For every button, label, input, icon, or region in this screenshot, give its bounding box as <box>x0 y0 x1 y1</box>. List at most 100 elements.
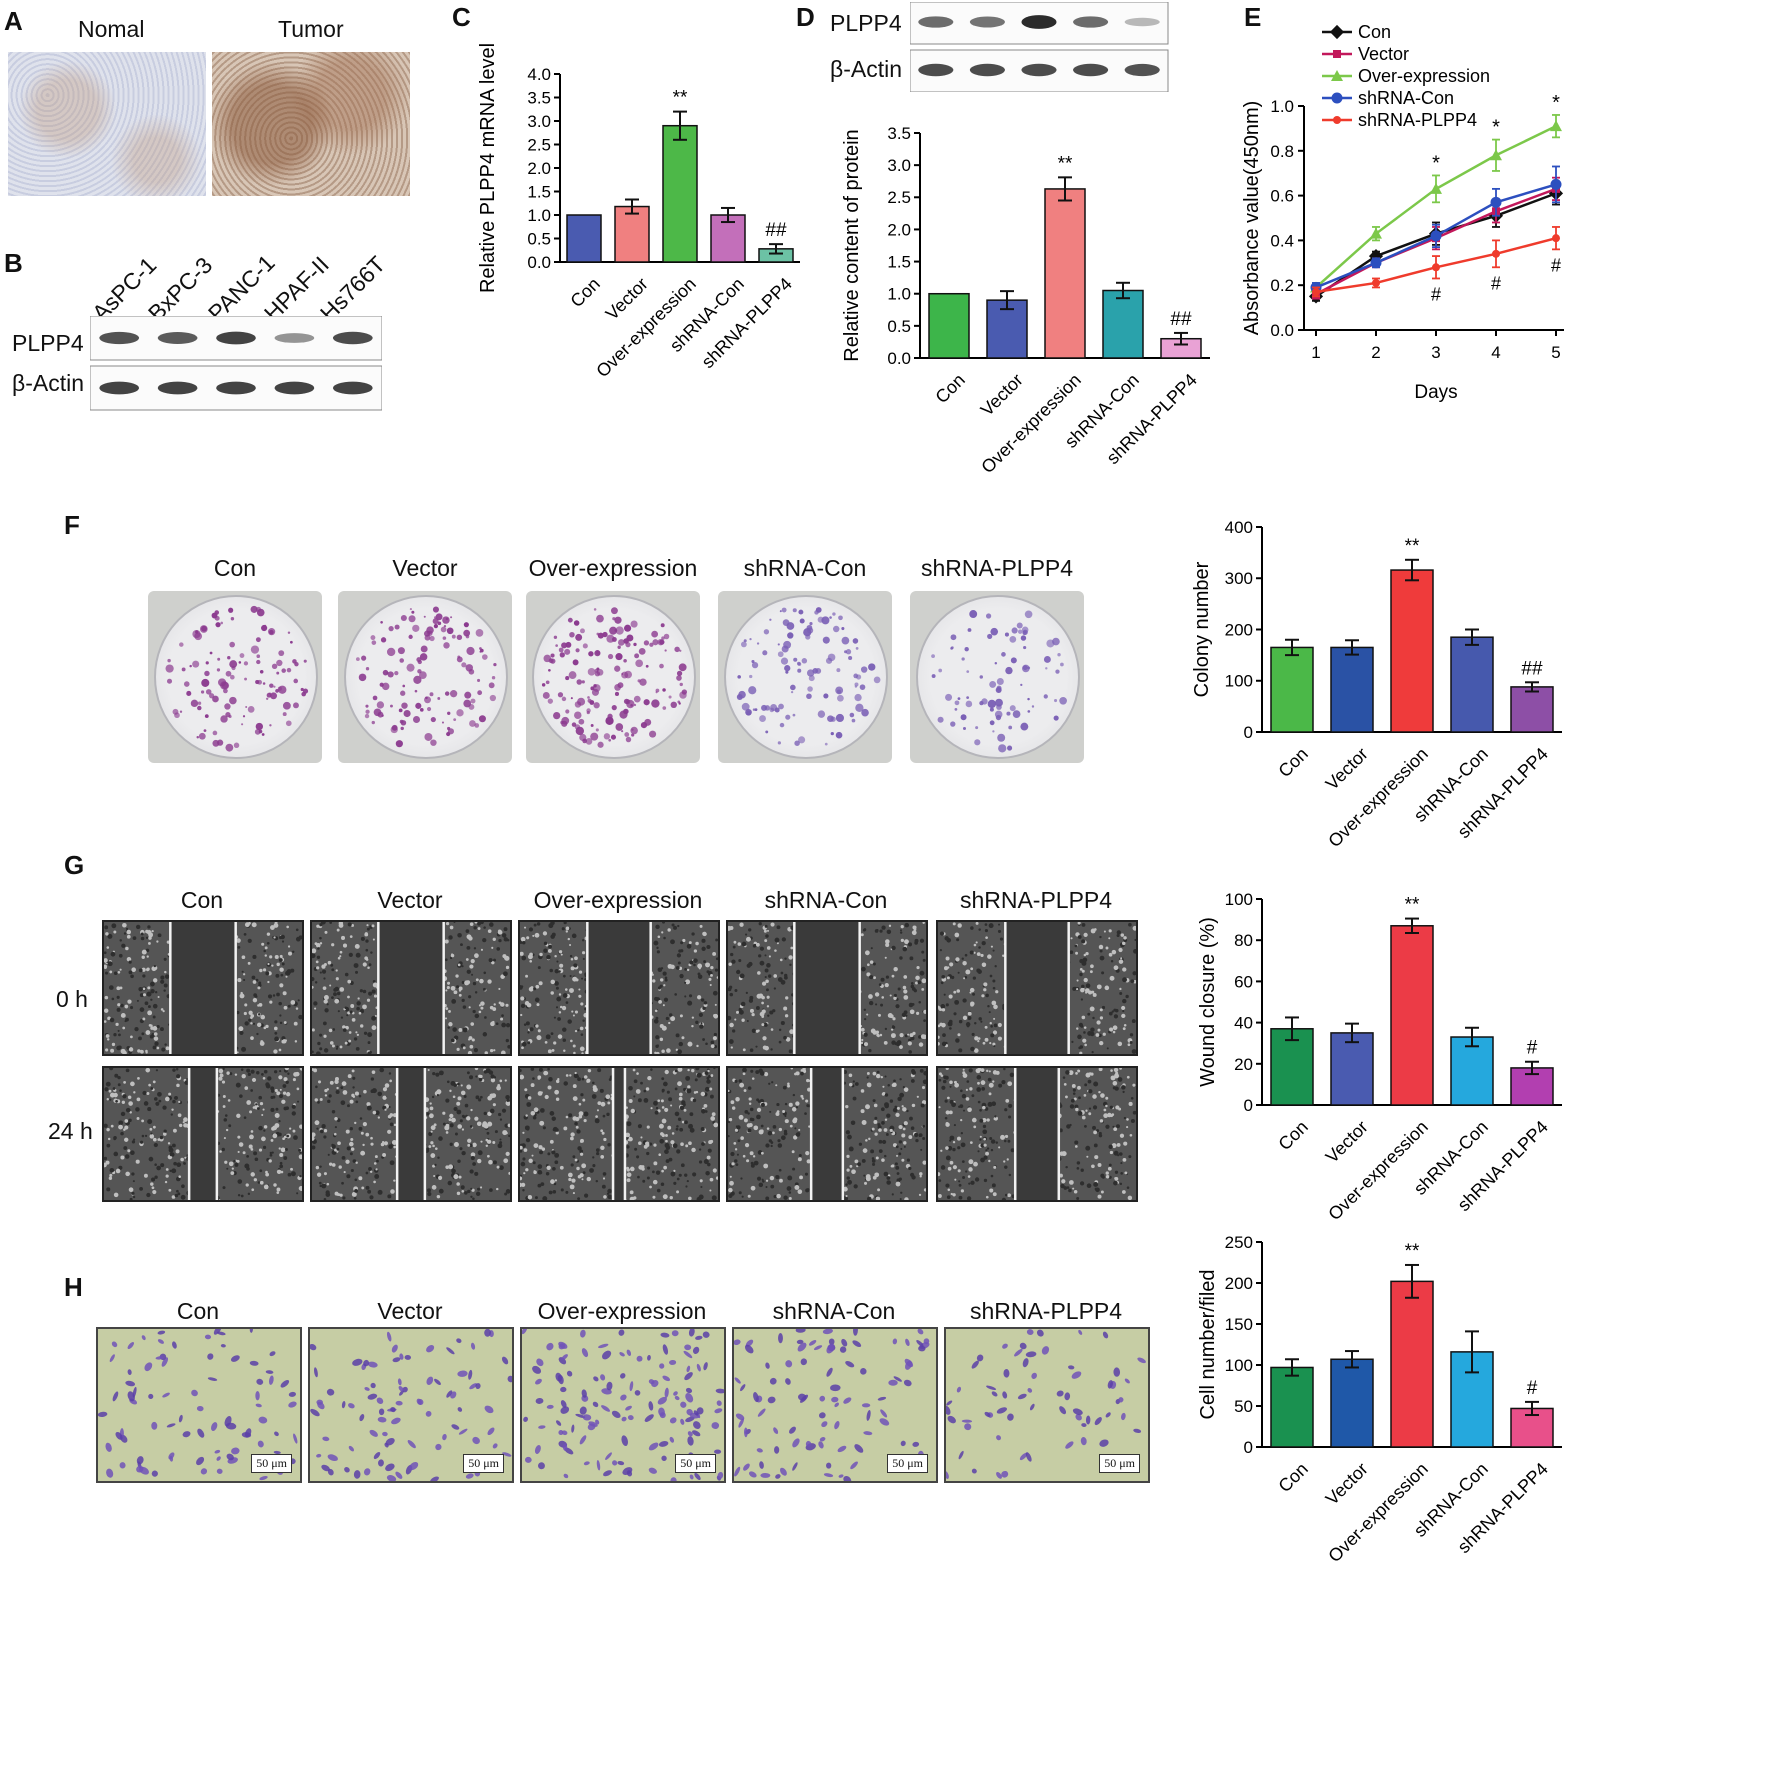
y-tick-label: 150 <box>1225 1315 1253 1334</box>
significance-mark: # <box>1527 1378 1538 1399</box>
y-tick-label: 0.6 <box>1270 187 1294 206</box>
migrated-cells <box>522 1329 724 1481</box>
colony-dish-image <box>148 591 322 763</box>
scratch-texture <box>728 1068 926 1200</box>
group-label: shRNA-PLPP4 <box>969 1298 1123 1324</box>
y-tick-label: 100 <box>1225 1356 1253 1375</box>
colony-dish-image <box>910 591 1084 763</box>
panel-label-e: E <box>1244 2 1262 32</box>
data-point <box>1550 178 1562 190</box>
legend-label: shRNA-Con <box>1358 88 1454 108</box>
migrated-cells <box>98 1329 298 1481</box>
y-tick-label: 300 <box>1225 569 1253 588</box>
group-label: shRNA-Con <box>772 1298 896 1324</box>
legend-label: shRNA-PLPP4 <box>1358 110 1477 130</box>
legend-marker <box>1333 116 1341 124</box>
colony-dish-image <box>526 591 700 763</box>
legend-marker <box>1329 24 1345 40</box>
y-axis-title: Cell number/filed <box>1197 1269 1219 1419</box>
blot-band <box>1073 16 1109 28</box>
group-label: Vector <box>377 887 443 913</box>
legend-marker <box>1333 50 1341 58</box>
panel-label-d: D <box>796 2 815 32</box>
data-point <box>1490 149 1502 161</box>
scratch-image <box>102 920 304 1056</box>
y-tick-label: 3.5 <box>527 88 551 107</box>
transwell-image: 50 μm <box>732 1327 938 1483</box>
scale-bar-label: 50 μm <box>463 1454 504 1473</box>
group-label: shRNA-Con <box>743 555 867 581</box>
panel-label-g: G <box>64 850 85 880</box>
significance-mark: # <box>1551 255 1561 275</box>
blot-band <box>1124 63 1160 77</box>
blot-row-label: β-Actin <box>12 370 85 396</box>
scratch-texture <box>728 922 926 1054</box>
blot-band <box>969 63 1005 77</box>
significance-mark: ## <box>765 220 787 241</box>
blot-row-label: PLPP4 <box>830 10 902 36</box>
y-tick-label: 100 <box>1225 890 1253 909</box>
y-tick-label: 60 <box>1234 972 1253 991</box>
blot-band <box>332 381 373 395</box>
data-point <box>1430 230 1442 242</box>
data-point <box>1370 227 1382 239</box>
chart-d: 0.0 0.5 1.0 1.5 2.0 2.5 3.0 3.5 Con Vector ** Over-… <box>841 124 1210 477</box>
y-tick-label: 0.8 <box>1270 142 1294 161</box>
bar <box>1330 646 1374 733</box>
chart-e: 0.0 0.2 0.4 0.6 0.8 1.0 1 2 3 4 5 Days Absorbance va… <box>1241 22 1564 403</box>
data-point <box>1552 234 1560 243</box>
colony-spots <box>165 605 309 752</box>
y-tick-label: 200 <box>1225 620 1253 639</box>
scratch-image <box>518 1066 720 1202</box>
significance-mark: ** <box>1058 153 1073 174</box>
legend-label: Vector <box>1358 44 1409 64</box>
ihc-normal-image <box>8 52 206 196</box>
group-label: Vector <box>377 1298 443 1324</box>
legend-label: Con <box>1358 22 1391 42</box>
western-blot-d <box>910 2 1169 92</box>
y-tick-label: 3.5 <box>887 124 911 143</box>
x-category-label: Con <box>1274 744 1311 781</box>
scratch-image <box>936 920 1138 1056</box>
y-tick-label: 80 <box>1234 931 1253 950</box>
ihc-tumor-label: Tumor <box>278 16 344 42</box>
scratch-image <box>726 920 928 1056</box>
x-category-label: Con <box>1274 1117 1311 1154</box>
group-label: Over-expression <box>528 555 698 581</box>
y-tick-label: 0.4 <box>1270 231 1294 250</box>
blot-band <box>918 16 954 28</box>
group-label: shRNA-PLPP4 <box>920 555 1074 581</box>
y-tick-label: 1.5 <box>887 253 911 272</box>
colony-spots <box>931 610 1067 753</box>
bar <box>928 292 970 359</box>
blot-band <box>274 333 315 343</box>
data-point <box>1490 196 1502 208</box>
timepoint-label: 0 h <box>56 986 88 1012</box>
scratch-texture <box>520 1068 718 1200</box>
colony-dish-image <box>718 591 892 763</box>
y-tick-label: 0 <box>1244 1096 1253 1115</box>
blot-band <box>216 381 256 395</box>
dish-plate <box>532 595 696 759</box>
group-label: Con <box>213 555 257 581</box>
significance-mark: ** <box>673 88 688 109</box>
x-category-label: Vector <box>977 370 1027 420</box>
x-tick-label: 3 <box>1431 343 1440 362</box>
bar <box>1270 1028 1314 1106</box>
x-category-label: Con <box>931 370 968 407</box>
scratch-texture <box>938 1068 1136 1200</box>
y-tick-label: 0.2 <box>1270 276 1294 295</box>
blot-row-label: PLPP4 <box>12 330 84 356</box>
panel-label-h: H <box>64 1272 83 1302</box>
data-point <box>1550 120 1562 132</box>
scale-bar-label: 50 μm <box>675 1454 716 1473</box>
y-axis-title: Absorbance value(450nm) <box>1241 101 1263 336</box>
scratch-image <box>102 1066 304 1202</box>
significance-mark: ## <box>1170 309 1192 330</box>
bar <box>662 124 698 263</box>
blot-band <box>99 331 140 345</box>
panel-label-b: B <box>4 248 23 278</box>
